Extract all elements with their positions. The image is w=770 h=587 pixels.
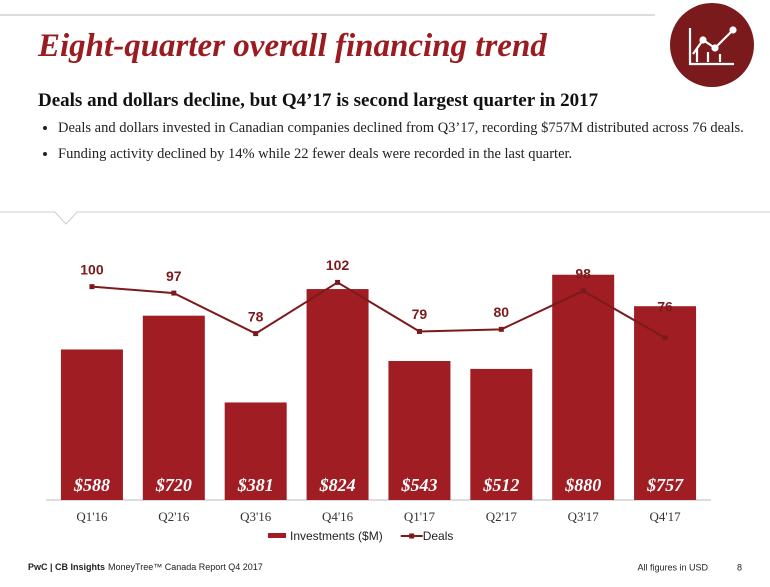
line-value-label: 76	[657, 299, 673, 315]
line-value-label: 97	[166, 268, 182, 284]
bar	[224, 402, 287, 500]
line-point	[498, 326, 504, 332]
bar-value-label: $381	[237, 475, 274, 495]
x-tick-label: Q2'16	[158, 509, 190, 524]
subtitle: Deals and dollars decline, but Q4’17 is …	[38, 90, 599, 111]
line-point	[89, 284, 95, 290]
bar-value-label: $720	[155, 475, 192, 495]
line-value-label: 98	[575, 266, 591, 282]
footer-note: All figures in USD	[637, 562, 708, 572]
bar	[306, 289, 369, 500]
bar	[634, 306, 697, 500]
bar-value-label: $757	[646, 475, 684, 495]
page-title: Eight-quarter overall financing trend	[38, 28, 547, 64]
page-number: 8	[737, 562, 742, 572]
legend-label: Investments ($M)	[290, 529, 383, 543]
line-value-label: 102	[326, 257, 350, 273]
x-tick-label: Q4'17	[649, 509, 681, 524]
legend-swatch-marker	[409, 533, 415, 539]
x-tick-label: Q3'17	[568, 509, 600, 524]
bar	[388, 360, 451, 500]
bar-value-label: $512	[482, 475, 519, 495]
line-point	[662, 335, 668, 341]
line-point	[171, 290, 177, 296]
section-rule	[0, 211, 770, 225]
bullet: Funding activity declined by 14% while 2…	[58, 146, 758, 163]
x-tick-label: Q1'17	[404, 509, 436, 524]
bar-value-label: $880	[564, 475, 601, 495]
line-value-label: 100	[80, 261, 104, 277]
deals-line	[91, 281, 666, 339]
footer-brand: PwC | CB Insights	[28, 562, 105, 572]
line-point	[580, 288, 586, 294]
bar-value-label: $824	[319, 475, 356, 495]
chart-icon	[688, 26, 737, 66]
bar	[60, 349, 123, 500]
bar	[552, 274, 615, 500]
bar	[142, 315, 205, 500]
footer-source: PwC | CB Insights MoneyTree™ Canada Repor…	[28, 562, 263, 572]
line-point	[416, 328, 422, 334]
x-tick-label: Q2'17	[486, 509, 518, 524]
footer-report: MoneyTree™ Canada Report Q4 2017	[108, 562, 263, 572]
bar-value-label: $543	[400, 475, 437, 495]
x-tick-label: Q1'16	[76, 509, 108, 524]
line-value-label: 79	[412, 306, 428, 322]
line-value-label: 80	[494, 304, 510, 320]
bullet: Deals and dollars invested in Canadian c…	[58, 120, 758, 137]
legend-label: Deals	[423, 529, 454, 543]
line-point	[335, 279, 341, 285]
x-tick-label: Q4'16	[322, 509, 354, 524]
bar-value-label: $588	[73, 475, 110, 495]
legend-swatch	[268, 533, 286, 538]
line-point	[253, 331, 259, 337]
bullet-list: Deals and dollars invested in Canadian c…	[38, 120, 758, 172]
bar	[470, 368, 533, 500]
x-tick-label: Q3'16	[240, 509, 272, 524]
line-value-label: 78	[248, 308, 264, 324]
